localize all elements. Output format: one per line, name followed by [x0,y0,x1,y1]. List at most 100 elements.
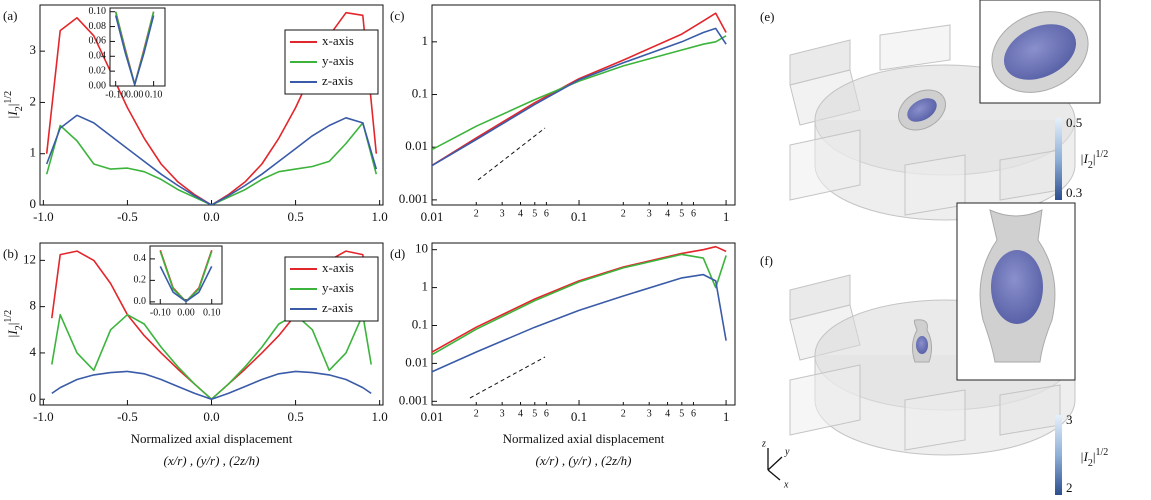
x-tick-label: 0.0 [203,409,219,424]
x-minor-tick-label: 5 [679,408,684,419]
series-line [432,28,726,165]
x-tick-label: 1.0 [372,409,388,424]
x-tick-label: 0.01 [421,409,444,424]
y-tick-label: 8 [30,298,37,313]
y-tick-label: 0.001 [399,392,428,407]
x-minor-tick-label: 6 [691,408,696,419]
legend-label: z-axis [322,73,353,88]
x-minor-tick-label: 2 [474,408,479,419]
series-line [52,315,371,400]
x-tick-label: -0.10 [150,307,171,318]
x-tick-label: -0.5 [117,209,138,224]
x-minor-tick-label: 2 [621,408,626,419]
series-line [432,36,726,150]
x-axis-label: (x/r) , (y/r) , (2z/h) [535,453,631,468]
series-line [432,275,726,372]
x-minor-tick-label: 5 [679,208,684,219]
x-minor-tick-label: 2 [621,208,626,219]
y-tick-label: 0.04 [89,51,107,62]
x-tick-label: 0.1 [571,209,587,224]
triad [768,448,782,480]
x-tick-label: 0.5 [287,209,303,224]
panel-label: (b) [3,246,18,261]
legend-label: y-axis [322,53,354,68]
y-tick-label: 0 [30,390,37,405]
x-minor-tick-label: 5 [532,408,537,419]
x-minor-tick-label: 4 [665,208,670,219]
x-minor-tick-label: 3 [647,208,652,219]
panel-label: (d) [390,246,405,261]
x-axis-label: (x/r) , (y/r) , (2z/h) [163,453,259,468]
figure: -1.0-0.50.00.51.00123|I2|1/2(a)x-axisy-a… [0,0,1151,500]
colorbar-tick-label: 3 [1066,412,1073,427]
axis-label: |I2|1/2 [3,91,25,119]
x-axis-label: Normalized axial displacement [503,431,665,446]
triad-label: z [761,438,766,449]
y-tick-label: 0 [30,196,37,211]
colorbar-e [1055,118,1062,200]
x-tick-label: 0.00 [177,307,195,318]
panel-label: (f) [760,253,773,268]
y-tick-label: 4 [30,344,37,359]
series-line [52,371,371,399]
y-tick-label: 0.06 [89,36,107,47]
y-tick-label: 0.01 [405,138,428,153]
series-line [432,13,726,165]
colorbar-tick-label: 2 [1066,480,1073,495]
x-tick-label: 0.00 [126,89,144,100]
x-tick-label: 0.0 [203,209,219,224]
x-minor-tick-label: 4 [518,208,523,219]
x-tick-label: 1 [723,409,730,424]
label-part: 1/2 [3,91,14,104]
x-tick-label: 1.0 [372,209,388,224]
zoom-core-f [991,250,1043,324]
y-tick-label: 0.02 [89,65,107,76]
x-minor-tick-label: 6 [544,408,549,419]
plot-frame [432,243,735,405]
series-line [432,247,726,352]
axis-label: |I2|1/2 [3,310,25,338]
slope-reference [478,128,545,180]
y-tick-label: 0.1 [412,86,428,101]
legend-label: y-axis [322,280,354,295]
y-tick-label: 0.00 [89,80,107,91]
colorbar-tick-label: 0.5 [1066,115,1082,130]
x-tick-label: -1.0 [33,409,54,424]
y-tick-label: 12 [23,251,36,266]
x-minor-tick-label: 6 [544,208,549,219]
x-tick-label: 0.5 [287,409,303,424]
x-axis-label: Normalized axial displacement [131,431,293,446]
y-tick-label: 3 [30,42,37,57]
y-tick-label: 1 [30,145,37,160]
series-line [432,254,726,354]
y-tick-label: 2 [30,93,37,108]
x-minor-tick-label: 2 [474,208,479,219]
colorbar-f [1055,415,1062,495]
colorbar-tick-label: 0.3 [1066,185,1082,200]
y-tick-label: 0.001 [399,191,428,206]
x-tick-label: 0.1 [571,409,587,424]
panel-label: (c) [390,8,404,23]
plot-frame [432,5,735,205]
y-tick-label: 0.4 [134,253,147,264]
y-tick-label: 0.2 [134,275,147,286]
x-minor-tick-label: 3 [647,408,652,419]
y-tick-label: 0.01 [405,354,428,369]
triad-label: y [784,446,790,457]
x-tick-label: 0.01 [421,209,444,224]
y-tick-label: 0.08 [89,21,107,32]
x-tick-label: 0.10 [203,307,221,318]
axis-label: |I2|1/2 [1080,447,1108,469]
series-line [47,115,377,205]
x-tick-label: -1.0 [33,209,54,224]
x-minor-tick-label: 6 [691,208,696,219]
label-part: 1/2 [1096,447,1109,458]
y-tick-label: 0.0 [134,296,147,307]
y-tick-label: 1 [422,279,429,294]
series-line [47,123,377,205]
axis-label: |I2|1/2 [1080,149,1108,171]
panel-label: (a) [3,8,17,23]
legend-label: z-axis [322,300,353,315]
x-minor-tick-label: 4 [665,408,670,419]
panel-label: (e) [760,9,774,24]
